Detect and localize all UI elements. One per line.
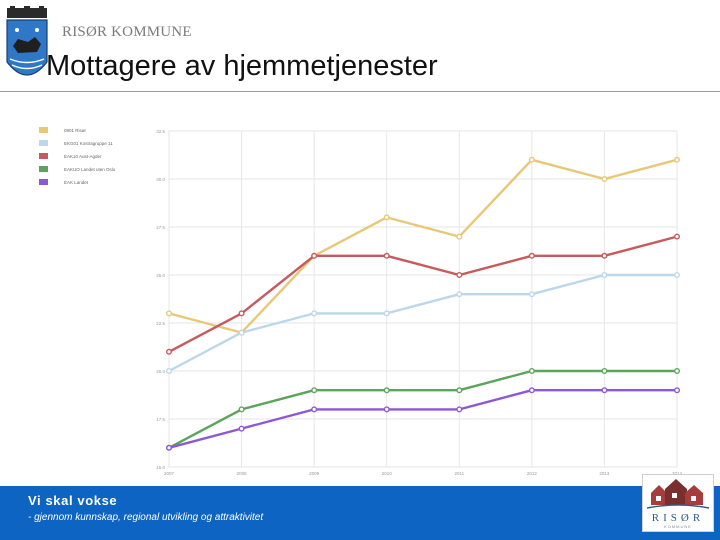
- data-point: [383, 310, 390, 317]
- data-point: [528, 156, 535, 163]
- y-tick-label: 20.0: [156, 369, 165, 374]
- data-point: [165, 444, 172, 451]
- data-point: [456, 291, 463, 298]
- data-point: [456, 272, 463, 279]
- x-tick-label: 2013: [599, 471, 610, 476]
- series-line-4: [168, 389, 677, 449]
- series-line-3: [168, 369, 677, 449]
- data-point: [383, 406, 390, 413]
- footer-subtitle: - gjennom kunnskap, regional utvikling o…: [28, 512, 264, 523]
- crest-logo: [6, 6, 48, 76]
- data-point: [238, 329, 245, 336]
- data-point: [674, 387, 681, 394]
- data-point: [601, 252, 608, 259]
- y-tick-label: 22.5: [156, 321, 165, 326]
- legend-label: EKG01 Kostragruppe 11: [64, 141, 113, 146]
- data-point: [311, 387, 318, 394]
- data-point: [311, 406, 318, 413]
- legend-label: EAK Landet: [64, 180, 89, 185]
- legend-label: EAK10 Aust-Agder: [64, 154, 102, 159]
- data-point: [528, 387, 535, 394]
- data-point: [456, 406, 463, 413]
- legend-swatch: [39, 127, 48, 133]
- data-point: [311, 252, 318, 259]
- legend-swatch: [39, 166, 48, 172]
- data-point: [383, 252, 390, 259]
- data-point: [456, 233, 463, 240]
- y-tick-label: 30.0: [156, 177, 165, 182]
- data-point: [674, 368, 681, 375]
- x-tick-label: 2012: [527, 471, 538, 476]
- y-tick-label: 17.5: [156, 417, 165, 422]
- data-point: [528, 368, 535, 375]
- y-tick-label: 32.5: [156, 129, 165, 134]
- x-tick-label: 2009: [309, 471, 320, 476]
- footer-slogan: Vi skal vokse: [28, 493, 118, 508]
- y-tick-label: 15.0: [156, 465, 165, 470]
- crest-crown: [7, 8, 47, 18]
- series-line-1: [168, 273, 677, 373]
- data-point: [383, 214, 390, 221]
- line-chart: 15.0 17.5 20.0 22.5 25.0 27.5 30.0 32.5 2007 2008…: [39, 127, 683, 476]
- data-point: [601, 368, 608, 375]
- x-tick-label: 2010: [382, 471, 393, 476]
- houses-icon: [646, 479, 710, 509]
- data-point: [528, 252, 535, 259]
- data-point: [238, 406, 245, 413]
- data-point: [238, 425, 245, 432]
- y-tick-label: 27.5: [156, 225, 165, 230]
- legend-swatch: [39, 153, 48, 159]
- data-point: [601, 272, 608, 279]
- page-title: Mottagere av hjemmetjenester: [46, 50, 438, 82]
- series-line-0: [168, 158, 678, 334]
- data-point: [674, 233, 681, 240]
- data-point: [383, 387, 390, 394]
- data-point: [601, 387, 608, 394]
- plot-area: [168, 130, 678, 468]
- data-point: [165, 368, 172, 375]
- x-tick-label: 2011: [454, 471, 464, 476]
- x-tick-label: 2007: [164, 471, 175, 476]
- crest-figure: [13, 37, 41, 53]
- logo-subtext: KOMMUNE: [664, 524, 692, 529]
- data-point: [456, 387, 463, 394]
- title-divider: [0, 91, 720, 92]
- y-tick-label: 25.0: [156, 273, 165, 278]
- x-tick-label: 2008: [237, 471, 248, 476]
- data-point: [165, 348, 172, 355]
- org-name: RISØR KOMMUNE: [62, 24, 192, 40]
- risor-logo: RISØR KOMMUNE: [642, 474, 714, 532]
- data-point: [528, 291, 535, 298]
- data-point: [674, 156, 681, 163]
- logo-text: RISØR: [651, 512, 705, 524]
- legend-label: 0901 Risør: [64, 128, 87, 133]
- x-tick-label: 2014: [672, 471, 683, 476]
- legend-swatch: [39, 140, 48, 146]
- data-point: [674, 272, 681, 279]
- legend-swatch: [39, 179, 48, 185]
- data-point: [165, 310, 172, 317]
- footer-bar: Vi skal vokse - gjennom kunnskap, region…: [0, 486, 720, 540]
- series-line-2: [168, 235, 678, 353]
- data-point: [311, 310, 318, 317]
- data-point: [601, 175, 608, 182]
- data-point: [238, 310, 245, 317]
- legend-label: EAKUO Landet uten Oslo: [64, 167, 116, 172]
